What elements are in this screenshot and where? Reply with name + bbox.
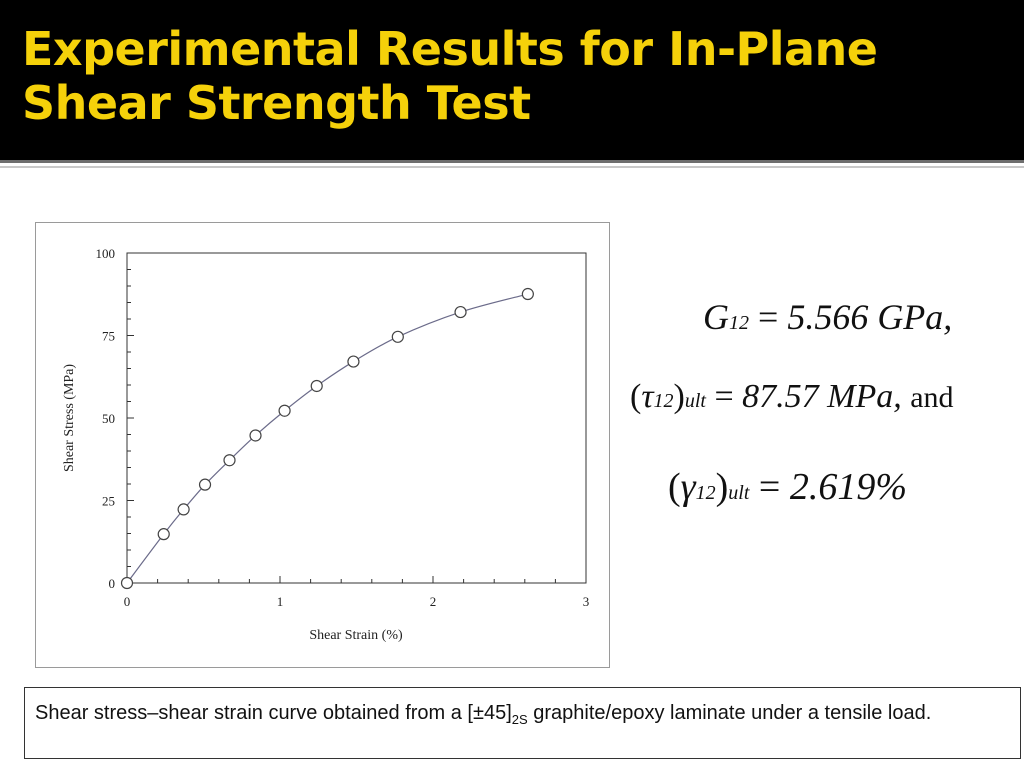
data-point [198,478,212,491]
data-point [521,287,534,301]
x-axis-label: Shear Strain (%) [309,628,403,643]
x-tick-label: 0 [124,594,131,609]
series-line [126,293,529,584]
g12-symbol: G [703,297,729,337]
gamma-ult-equation: (γ12)ult = 2.619% [668,466,908,508]
data-point [347,355,360,368]
data-point [391,330,404,343]
g12-equation: G12 = 5.566 GPa, [703,297,953,337]
shear-stress-strain-chart: 0 1 2 3 0 25 50 75 100 Shear Strain (%) Shear St… [62,246,590,643]
y-tick-label: 25 [102,494,115,509]
data-point [223,454,236,467]
x-tick-label: 3 [583,594,590,609]
data-point [120,576,134,590]
divider-rule [0,160,1024,163]
g12-value: 5.566 GPa, [787,297,953,337]
and-word: and [910,381,954,414]
data-point [177,503,190,516]
tau-ult-equation: (τ12)ult = 87.57 MPa, and [630,378,954,415]
caption-text-after: graphite/epoxy laminate under a tensile … [527,702,932,724]
y-tick-label: 0 [109,576,116,591]
chart-frame: 0 1 2 3 0 25 50 75 100 Shear Strain (%) Shear St… [35,222,610,668]
slide-title-line1: Experimental Results for In-Plane [22,22,878,76]
y-tick-label: 75 [102,329,115,344]
tau-ult-subscript: ult [684,390,706,412]
title-bar: Experimental Results for In-Plane Shear … [0,0,1024,160]
tau-value: 87.57 MPa, [742,378,902,415]
caption-subscript: 2S [511,712,528,727]
g12-subscript: 12 [729,312,749,334]
figure-caption: Shear stress–shear strain curve obtained… [24,687,1021,759]
gamma-subscript: 12 [695,482,716,504]
slide-title: Experimental Results for In-Plane Shear … [22,22,1012,130]
x-tick-label: 2 [430,594,437,609]
plot-area [126,252,587,584]
caption-text-before: Shear stress–shear strain curve obtained… [35,702,512,724]
data-point [310,379,323,393]
gamma-symbol: γ [680,466,696,508]
tau-subscript: 12 [653,390,674,412]
y-axis-label: Shear Stress (MPa) [62,364,77,472]
gamma-value: 2.619% [789,466,908,508]
gamma-ult-subscript: ult [728,482,750,504]
data-point [454,305,467,319]
y-tick-label: 100 [96,246,116,261]
slide-title-line2: Shear Strength Test [22,76,531,130]
x-tick-label: 1 [277,594,284,609]
tau-symbol: τ [641,378,654,415]
y-tick-label: 50 [102,411,115,426]
data-point [278,404,291,417]
divider-rule-light [0,166,1024,168]
data-point [157,528,170,541]
data-point [249,429,262,442]
